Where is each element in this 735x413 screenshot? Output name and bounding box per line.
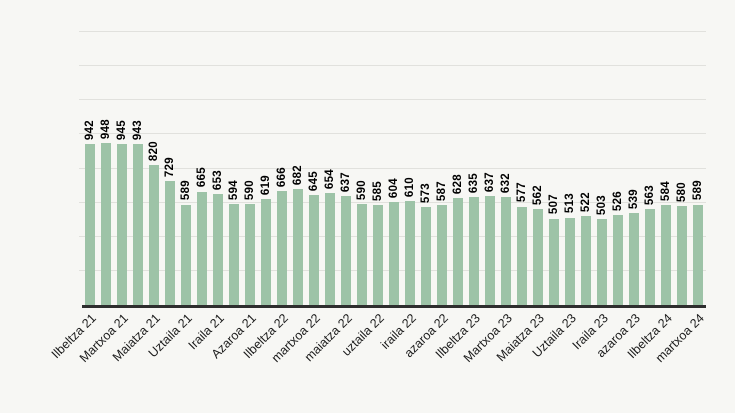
bar	[181, 204, 191, 305]
bar-value-label: 563	[644, 184, 656, 205]
bar	[613, 215, 623, 305]
bar	[405, 200, 415, 305]
bar	[661, 205, 671, 305]
bar-value-label: 820	[148, 141, 160, 162]
bar	[213, 193, 223, 305]
bar-value-label: 589	[180, 180, 192, 201]
bar	[85, 144, 95, 305]
bar	[357, 204, 367, 305]
bar-value-label: 653	[212, 169, 224, 190]
gridline	[79, 99, 706, 101]
bar	[277, 191, 287, 305]
bar	[629, 213, 639, 305]
bar-value-label: 513	[564, 193, 576, 214]
bar	[549, 218, 559, 305]
bar	[581, 215, 591, 305]
bar	[245, 204, 255, 305]
bar-value-label: 637	[484, 172, 496, 193]
bar-value-label: 604	[388, 177, 400, 198]
bar-value-label: 503	[596, 195, 608, 216]
bar-value-label: 628	[452, 173, 464, 194]
gridline	[79, 167, 706, 169]
bar-value-label: 945	[116, 119, 128, 140]
bar	[309, 194, 319, 305]
bar-value-label: 577	[516, 182, 528, 203]
bar-value-label: 645	[308, 170, 320, 191]
bar	[229, 203, 239, 305]
bar	[677, 206, 687, 305]
bar-value-label: 589	[692, 180, 704, 201]
plot-area: 942 948 945 943 820 729 589 665 653 594 590 619 666 6…	[79, 15, 706, 308]
bar	[437, 204, 447, 305]
bar-value-label: 594	[228, 179, 240, 200]
bar-value-label: 942	[84, 120, 96, 141]
bar	[373, 205, 383, 305]
gridline	[79, 133, 706, 135]
bar-value-label: 666	[276, 167, 288, 188]
bar	[341, 196, 351, 305]
bar-value-label: 665	[196, 167, 208, 188]
bar	[101, 143, 111, 305]
bar-value-label: 682	[292, 164, 304, 185]
bar-value-label: 610	[404, 176, 416, 197]
bar	[485, 196, 495, 305]
bar	[261, 199, 271, 305]
gridline	[79, 31, 706, 33]
bar-value-label: 526	[612, 191, 624, 212]
bar-value-label: 948	[100, 119, 112, 140]
bar	[133, 144, 143, 305]
bar-value-label: 637	[340, 172, 352, 193]
bar-value-label: 654	[324, 169, 336, 190]
bar-value-label: 943	[132, 120, 144, 141]
bar	[693, 204, 703, 305]
bar	[197, 191, 207, 305]
bar-value-label: 619	[260, 175, 272, 196]
bar-value-label: 573	[420, 183, 432, 204]
bar	[165, 180, 175, 305]
bar-value-label: 580	[676, 181, 688, 203]
bar-value-label: 587	[436, 180, 448, 201]
bar	[517, 206, 527, 305]
x-axis-labels: Ilbeltza 21 Martxoa 21 Maiatza 21 Uztaila 2…	[49, 305, 707, 405]
bar	[469, 196, 479, 305]
bar	[597, 219, 607, 305]
bar-value-label: 590	[244, 180, 256, 201]
bar	[645, 208, 655, 305]
bar-value-label: 562	[532, 185, 544, 206]
bar-value-label: 585	[372, 181, 384, 202]
bar	[293, 188, 303, 305]
bar	[565, 217, 575, 305]
bar	[421, 207, 431, 305]
bar-value-label: 635	[468, 172, 480, 193]
bar-value-label: 522	[580, 191, 592, 212]
bar-value-label: 590	[356, 180, 368, 201]
bar	[389, 201, 399, 305]
gridline	[79, 65, 706, 67]
bar-value-label: 632	[500, 173, 512, 194]
bar	[453, 197, 463, 305]
bar-value-label: 539	[628, 188, 640, 210]
bar	[533, 209, 543, 305]
bar	[501, 197, 511, 305]
bar	[149, 165, 159, 305]
bar	[117, 143, 127, 305]
bar	[325, 193, 335, 305]
bar-value-label: 584	[660, 181, 672, 202]
bar-value-label: 729	[164, 156, 176, 177]
bar-value-label: 507	[548, 194, 560, 215]
